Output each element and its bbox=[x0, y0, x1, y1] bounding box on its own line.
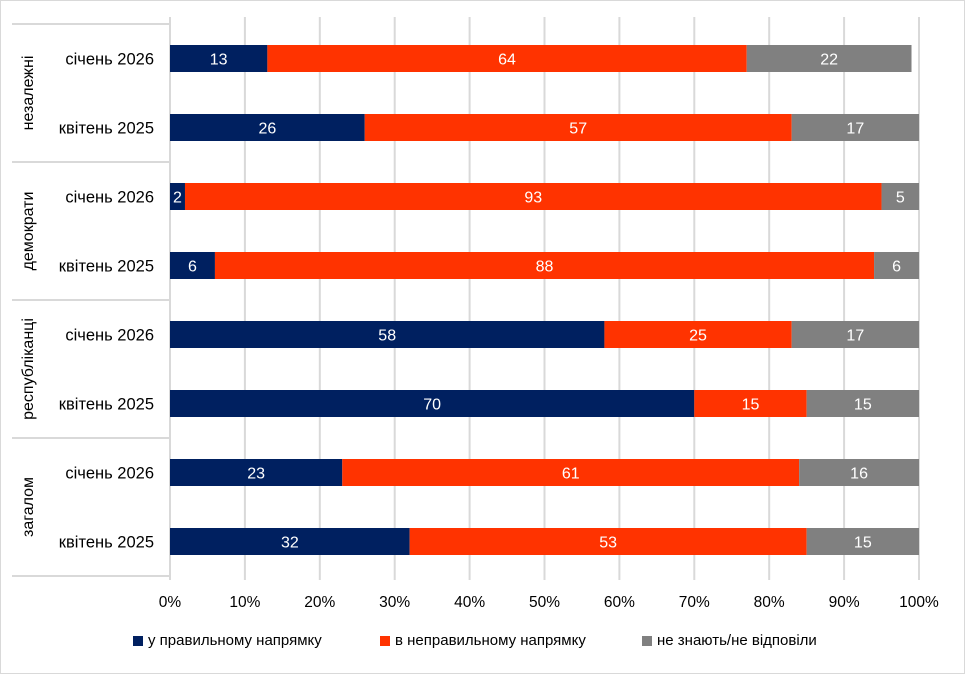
data-label: 6 bbox=[188, 259, 197, 276]
bar-segment bbox=[694, 390, 807, 417]
data-label: 57 bbox=[569, 121, 587, 138]
data-label: 15 bbox=[854, 397, 872, 414]
legend-label-dont-know: не знають/не відповіли bbox=[657, 632, 817, 649]
data-label: 61 bbox=[562, 466, 580, 483]
data-label: 2 bbox=[173, 190, 182, 207]
bar-segment bbox=[364, 114, 792, 141]
x-tick-label: 50% bbox=[529, 594, 560, 611]
bar-segment bbox=[184, 183, 882, 210]
data-label: 17 bbox=[846, 121, 864, 138]
data-label: 6 bbox=[892, 259, 901, 276]
x-tick-label: 80% bbox=[754, 594, 785, 611]
data-label: 53 bbox=[599, 535, 617, 552]
legend-item-dont-know: не знають/не відповіли bbox=[642, 632, 817, 649]
data-label: 58 bbox=[378, 328, 396, 345]
legend-swatch-wrong-direction bbox=[380, 635, 390, 646]
legend-label-wrong-direction: в неправильному напрямку bbox=[395, 632, 586, 649]
group-label: демократи bbox=[20, 192, 37, 271]
bar-segment bbox=[806, 390, 919, 417]
category-label: квітень 2025 bbox=[59, 396, 154, 414]
bar-segment bbox=[746, 45, 912, 72]
bar-segment bbox=[170, 459, 343, 486]
legend-swatch-right-direction bbox=[133, 635, 143, 646]
data-label: 16 bbox=[850, 466, 868, 483]
data-label: 15 bbox=[854, 535, 872, 552]
bar-segment bbox=[791, 321, 919, 348]
bar-segment bbox=[409, 528, 807, 555]
x-tick-label: 70% bbox=[679, 594, 710, 611]
data-label: 22 bbox=[820, 52, 838, 69]
data-label: 13 bbox=[210, 52, 228, 69]
data-label: 5 bbox=[896, 190, 905, 207]
bar-segment bbox=[799, 459, 919, 486]
group-label: загалом bbox=[20, 477, 37, 537]
group-label: республіканці bbox=[20, 318, 37, 420]
x-tick-label: 10% bbox=[229, 594, 260, 611]
x-tick-label: 0% bbox=[159, 594, 182, 611]
category-label: квітень 2025 bbox=[59, 120, 154, 138]
data-label: 32 bbox=[281, 535, 299, 552]
bar-segment bbox=[170, 321, 605, 348]
bar-segment bbox=[170, 528, 410, 555]
category-label: квітень 2025 bbox=[59, 534, 154, 552]
x-tick-label: 90% bbox=[829, 594, 860, 611]
data-label: 70 bbox=[423, 397, 441, 414]
data-label: 17 bbox=[846, 328, 864, 345]
category-label: січень 2026 bbox=[65, 189, 154, 207]
x-tick-label: 30% bbox=[379, 594, 410, 611]
data-label: 25 bbox=[689, 328, 707, 345]
legend: у правильному напрямку в неправильному н… bbox=[0, 632, 965, 654]
bar-segment bbox=[604, 321, 792, 348]
category-label: квітень 2025 bbox=[59, 258, 154, 276]
bar-segment bbox=[170, 183, 185, 210]
legend-item-wrong-direction: в неправильному напрямку bbox=[380, 632, 586, 649]
legend-swatch-dont-know bbox=[642, 635, 652, 646]
group-label: незалежні bbox=[20, 56, 37, 131]
data-label: 23 bbox=[247, 466, 265, 483]
data-label: 64 bbox=[498, 52, 516, 69]
category-label: січень 2026 bbox=[65, 51, 154, 69]
bar-segment bbox=[874, 252, 919, 279]
legend-label-right-direction: у правильному напрямку bbox=[148, 632, 322, 649]
bar-segment bbox=[806, 528, 919, 555]
category-label: січень 2026 bbox=[65, 465, 154, 483]
bar-segment bbox=[881, 183, 919, 210]
data-label: 15 bbox=[742, 397, 760, 414]
category-label: січень 2026 bbox=[65, 327, 154, 345]
x-tick-label: 20% bbox=[304, 594, 335, 611]
bar-segment bbox=[342, 459, 800, 486]
bar-segment bbox=[170, 114, 365, 141]
x-tick-label: 100% bbox=[899, 594, 939, 611]
bar-segment bbox=[170, 390, 695, 417]
bar-segment bbox=[170, 252, 215, 279]
data-label: 26 bbox=[258, 121, 276, 138]
bar-segment bbox=[267, 45, 747, 72]
x-tick-label: 40% bbox=[454, 594, 485, 611]
bar-segment bbox=[214, 252, 875, 279]
data-label: 88 bbox=[536, 259, 554, 276]
data-label: 93 bbox=[524, 190, 542, 207]
bar-segment bbox=[791, 114, 919, 141]
legend-item-right-direction: у правильному напрямку bbox=[133, 632, 322, 649]
bar-segment bbox=[170, 45, 268, 72]
x-tick-label: 60% bbox=[604, 594, 635, 611]
